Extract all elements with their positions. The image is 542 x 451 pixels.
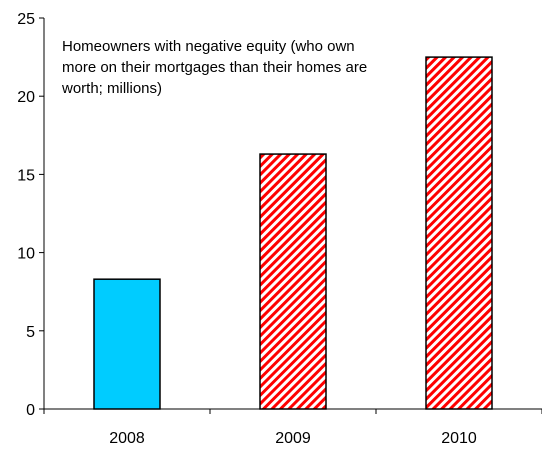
ticks-group: 0 5 10 15 20 25 2008 2009 2010 [17,11,542,447]
bar-2008 [93,278,161,410]
y-tick-label: 15 [17,167,35,184]
x-tick-label: 2008 [109,430,145,447]
y-tick-label: 10 [17,246,35,263]
x-tick-label: 2010 [441,430,477,447]
y-tick-label: 20 [17,89,35,106]
bars-group [93,56,493,410]
bar-2010 [425,56,493,410]
x-tick-label: 2009 [275,430,311,447]
bar-2009 [259,153,327,410]
y-tick-label: 5 [26,324,35,341]
chart-annotation: Homeowners with negative equity (who own… [62,38,368,97]
y-tick-label: 25 [17,11,35,28]
y-tick-label: 0 [26,402,35,419]
axes-group [43,18,542,410]
